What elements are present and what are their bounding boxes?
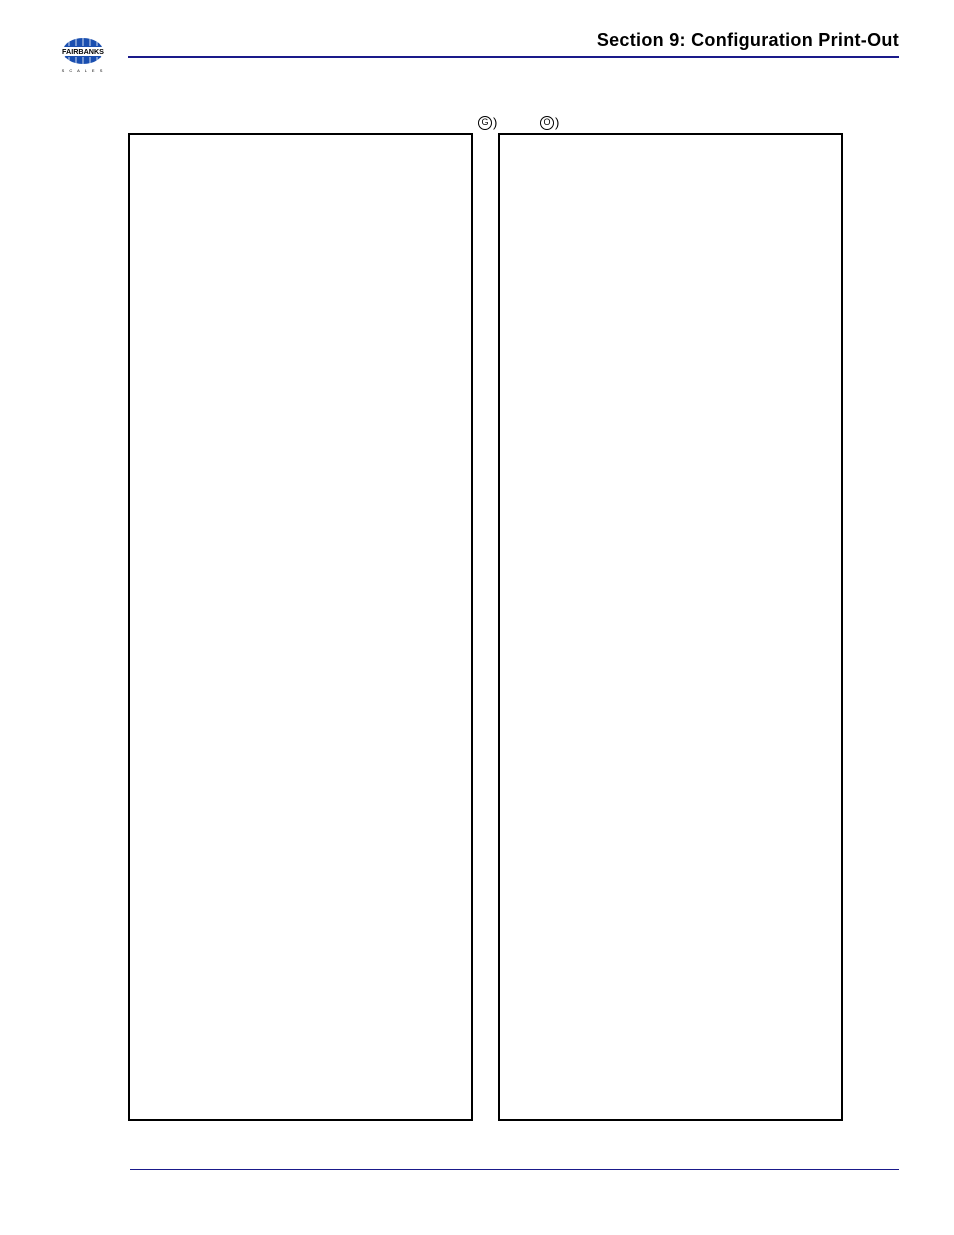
brand-logo: FAIRBANKS S C A L E S: [55, 36, 111, 76]
config-printout-box-left: [128, 133, 473, 1121]
annotation-right-symbol: O: [540, 116, 554, 130]
config-printout-box-right: [498, 133, 843, 1121]
logo-text: FAIRBANKS: [62, 47, 104, 56]
svg-text:S C A L E S: S C A L E S: [62, 68, 105, 73]
section-title: Section 9: Configuration Print-Out: [597, 30, 899, 51]
annotation-left: G): [478, 115, 497, 130]
annotation-left-paren: ): [493, 115, 497, 130]
annotation-right-paren: ): [555, 115, 559, 130]
footer-rule: [130, 1169, 899, 1170]
annotation-left-symbol: G: [478, 116, 492, 130]
annotation-right: O): [540, 115, 559, 130]
header-rule: [128, 56, 899, 58]
